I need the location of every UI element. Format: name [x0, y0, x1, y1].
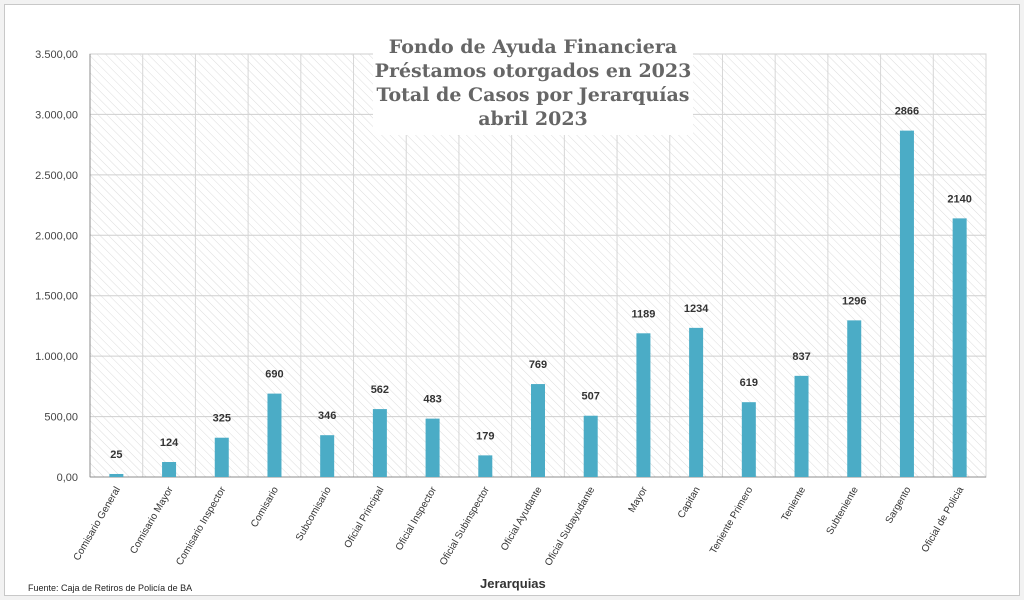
x-tick-label: Oficial Principal [342, 485, 386, 550]
y-tick-label: 3.500,00 [35, 49, 78, 61]
bar [109, 473, 124, 477]
x-tick-label: Comisario Inspector [174, 484, 228, 567]
bar [320, 435, 335, 477]
x-tick-label: Mayor [627, 484, 651, 514]
chart-title-line: Fondo de Ayuda Financiera [388, 36, 678, 58]
y-tick-label: 2.000,00 [35, 230, 78, 242]
bar [847, 320, 862, 477]
x-tick-label: Teniente [780, 485, 809, 524]
chart-title: Fondo de Ayuda Financiera Préstamos otor… [373, 33, 693, 135]
x-tick-label: Comisario [249, 485, 281, 530]
x-tick-label: Subcomisario [294, 485, 334, 543]
data-labels: 25 124 325 690 346 562 483 179 769 507 1189 1234 619… [110, 106, 972, 461]
data-label: 2140 [947, 193, 971, 205]
data-label: 690 [265, 369, 283, 381]
x-tick-label: Teniente Primero [708, 485, 756, 556]
data-label: 1189 [631, 308, 655, 320]
data-label: 2866 [895, 106, 919, 118]
data-label: 325 [213, 413, 231, 425]
data-label: 769 [529, 359, 547, 371]
bar [741, 402, 756, 477]
data-label: 1234 [684, 303, 709, 315]
x-tick-label: Oficial Inspector [394, 484, 440, 552]
bar [583, 415, 598, 477]
y-tick-label: 3.000,00 [35, 109, 78, 121]
y-tick-label: 1.500,00 [35, 291, 78, 303]
x-tick-label: Oficial Subayudante [543, 485, 597, 568]
chart-title-line: abril 2023 [478, 108, 588, 130]
bars [109, 130, 967, 478]
data-label: 25 [110, 449, 122, 461]
bar [531, 384, 545, 477]
data-label: 619 [740, 377, 758, 389]
chart-title-line: Total de Casos por Jerarquías [376, 84, 690, 106]
data-label: 1296 [842, 295, 866, 307]
x-tick-label: Capitan [676, 485, 703, 520]
data-label: 124 [160, 437, 179, 449]
data-label: 179 [476, 430, 494, 442]
x-tick-label: Comisario Mayor [128, 484, 176, 556]
x-tick-label: Sargento [884, 485, 914, 526]
bar [952, 218, 967, 477]
data-label: 346 [318, 410, 336, 422]
y-tick-label: 0,00 [57, 472, 78, 484]
data-label: 837 [792, 351, 810, 363]
x-axis-title: Jerarquias [480, 576, 546, 591]
bar [267, 393, 282, 477]
y-tick-label: 500,00 [44, 412, 78, 424]
chart-title-line: Préstamos otorgados en 2023 [374, 60, 692, 82]
x-tick-label: Subteniente [825, 485, 861, 537]
bar [794, 375, 809, 477]
data-label: 562 [371, 384, 389, 396]
x-tick-label: Comisario General [72, 485, 123, 563]
bar [478, 455, 493, 477]
bar [689, 327, 704, 477]
bar [899, 130, 914, 478]
y-tick-label: 1.000,00 [35, 351, 78, 363]
bar [162, 462, 177, 477]
bar [372, 409, 387, 477]
source-note: Fuente: Caja de Retiros de Policía de BA [28, 583, 193, 593]
x-tick-label: Oficial de Policia [920, 485, 967, 555]
data-label: 483 [423, 394, 441, 406]
x-tick-label: Oficial Subinspector [438, 484, 492, 567]
y-tick-label: 2.500,00 [35, 170, 78, 182]
x-tick-label: Oficial Ayudante [499, 485, 545, 553]
bar [425, 418, 440, 477]
bar [636, 333, 651, 477]
bar [214, 437, 229, 477]
data-label: 507 [582, 391, 600, 403]
